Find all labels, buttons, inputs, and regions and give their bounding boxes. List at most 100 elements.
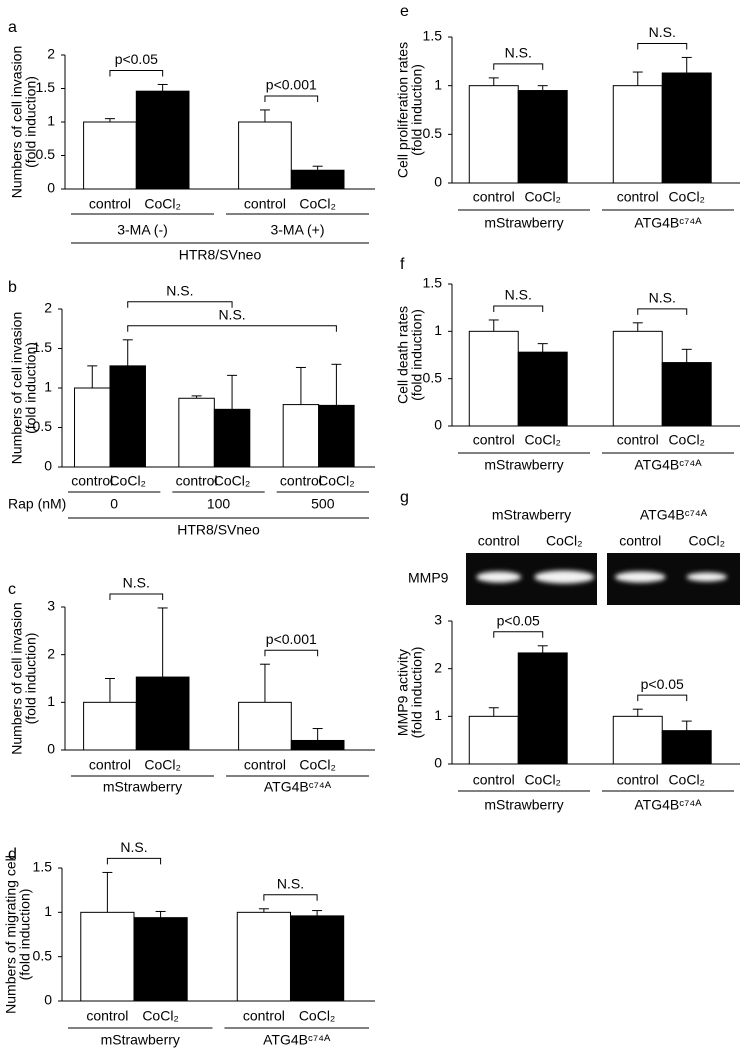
y-axis-label: Numbers of cell invasion xyxy=(9,312,25,465)
x-tick-label: CoCl₂ xyxy=(142,1008,179,1024)
significance-label: p<0.001 xyxy=(266,77,317,93)
y-tick-label: 1 xyxy=(47,693,55,709)
x-tick-label: control xyxy=(617,772,659,788)
x-tick-label: CoCl₂ xyxy=(144,757,181,773)
x-tick-label: control xyxy=(280,473,322,489)
footer-label: HTR8/SVneo xyxy=(177,522,260,538)
y-tick-label: 1.5 xyxy=(423,28,443,44)
group-label: ATG4Bᶜ⁷⁴ᴬ xyxy=(634,215,702,231)
y-tick-label: 0 xyxy=(47,180,55,196)
x-tick-label: CoCl₂ xyxy=(524,432,561,448)
significance-bracket xyxy=(109,593,164,600)
y-tick-label: 0 xyxy=(434,174,442,190)
y-tick-label: 0.5 xyxy=(423,369,443,385)
y-axis-label: Cell death rates xyxy=(395,306,411,404)
group-label: ATG4Bᶜ⁷⁴ᴬ xyxy=(264,779,332,795)
y-tick-label: 1 xyxy=(434,76,442,92)
significance-label: N.S. xyxy=(505,45,532,61)
significance-bracket xyxy=(637,308,688,315)
bar xyxy=(289,915,345,1002)
bar xyxy=(236,911,291,1002)
y-tick-label: 1 xyxy=(47,113,55,129)
y-tick-label: 2 xyxy=(434,659,442,675)
y-axis-label: (fold induction) xyxy=(23,342,39,434)
significance-bracket xyxy=(127,301,233,308)
panel-letter: d xyxy=(8,846,17,863)
y-tick-label: 0 xyxy=(44,458,52,474)
x-tick-label: control xyxy=(473,189,515,205)
panel-letter: c xyxy=(8,581,16,598)
y-tick-label: 2 xyxy=(47,645,55,661)
y-tick-label: 0.5 xyxy=(33,418,53,434)
bar xyxy=(517,90,568,184)
bar xyxy=(468,715,519,765)
significance-label: N.S. xyxy=(123,575,150,591)
group-label: ATG4Bᶜ⁷⁴ᴬ xyxy=(634,457,702,473)
y-tick-label: 0 xyxy=(434,755,442,771)
gel-band xyxy=(614,571,666,583)
group-label: ATG4Bᶜ⁷⁴ᴬ xyxy=(634,797,702,813)
x-tick-label: CoCl₂ xyxy=(299,757,336,773)
y-axis-label: (fold induction) xyxy=(23,76,39,168)
y-axis-label: (fold induction) xyxy=(23,633,39,725)
y-tick-label: 0 xyxy=(434,417,442,433)
footer-label: HTR8/SVneo xyxy=(179,247,262,263)
x-tick-label: control xyxy=(89,196,131,212)
group-label: mStrawberry xyxy=(101,1032,180,1048)
y-axis-label: MMP9 activity xyxy=(395,649,411,736)
y-axis-label: (fold induction) xyxy=(17,889,33,981)
significance-bracket xyxy=(264,95,319,102)
y-axis-label: (fold induction) xyxy=(409,647,425,739)
x-tick-label: CoCl₂ xyxy=(668,432,705,448)
y-axis-label: (fold induction) xyxy=(409,309,425,401)
group-label: ATG4Bᶜ⁷⁴ᴬ xyxy=(263,1032,331,1048)
significance-bracket xyxy=(263,894,318,901)
bar xyxy=(238,701,292,751)
panel-letter: b xyxy=(8,279,17,296)
x-tick-label: control xyxy=(243,1008,285,1024)
gel-band xyxy=(534,570,595,584)
panel-letter: e xyxy=(400,3,409,20)
x-tick-label: CoCl₂ xyxy=(668,772,705,788)
x-tick-label: CoCl₂ xyxy=(524,772,561,788)
bar xyxy=(468,330,519,427)
gel-lane-label: CoCl₂ xyxy=(688,533,725,549)
x-tick-label: CoCl₂ xyxy=(144,196,181,212)
y-tick-label: 2 xyxy=(47,46,55,62)
y-tick-label: 0.5 xyxy=(33,947,53,963)
x-tick-label: control xyxy=(244,196,286,212)
significance-label: N.S. xyxy=(649,24,676,40)
significance-label: N.S. xyxy=(120,839,147,855)
gel-lane-label: control xyxy=(619,533,661,549)
significance-bracket xyxy=(493,305,544,312)
bar xyxy=(80,911,135,1002)
y-tick-label: 0.5 xyxy=(36,146,56,162)
significance-bracket xyxy=(493,631,544,638)
y-tick-label: 0.5 xyxy=(423,125,443,141)
panel-letter: a xyxy=(8,19,17,36)
group-label: 100 xyxy=(207,496,231,512)
bar xyxy=(178,397,215,468)
x-tick-label: control xyxy=(617,189,659,205)
group-label: 3-MA (-) xyxy=(117,222,168,238)
bar xyxy=(612,715,663,765)
significance-bracket xyxy=(106,857,162,865)
y-axis-label: Numbers of cell invasion xyxy=(9,602,25,755)
bar xyxy=(74,387,111,468)
bar xyxy=(661,72,712,184)
group-label: mStrawberry xyxy=(484,215,563,231)
group-label: 0 xyxy=(110,496,118,512)
significance-label: p<0.05 xyxy=(641,676,684,692)
x-tick-label: control xyxy=(89,757,131,773)
significance-label: p<0.05 xyxy=(497,612,540,628)
y-tick-label: 3 xyxy=(47,598,55,614)
y-axis-label: Numbers of migrating cell xyxy=(3,855,19,1014)
bar xyxy=(83,701,137,751)
panel-letter: g xyxy=(400,489,409,506)
group-label: mStrawberry xyxy=(103,779,182,795)
gel-label: MMP9 xyxy=(408,570,449,586)
gel-lane-label: CoCl₂ xyxy=(546,533,583,549)
y-tick-label: 1 xyxy=(44,379,52,395)
bar xyxy=(83,121,137,190)
